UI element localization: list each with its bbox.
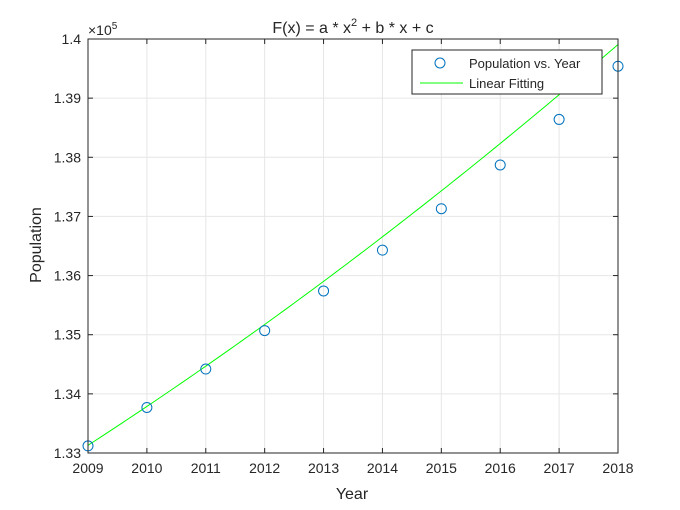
legend-label-population: Population vs. Year: [469, 56, 581, 71]
y-tick-label: 1.34: [54, 386, 81, 402]
x-tick-label: 2009: [72, 460, 103, 476]
data-point-2015: [435, 203, 447, 215]
fit-line: [87, 44, 619, 446]
y-tick-label: 1.39: [54, 90, 81, 106]
x-tick-label: 2012: [249, 460, 280, 476]
legend-marker-population: [434, 57, 446, 69]
y-tick-label: 1.37: [54, 208, 81, 224]
plot-frame: [87, 38, 619, 454]
x-tick-label: 2014: [367, 460, 398, 476]
x-tick-label: 2010: [131, 460, 162, 476]
legend-label-fit: Linear Fitting: [469, 76, 544, 91]
y-exponent-label: ×105: [88, 21, 118, 38]
data-point-2011: [200, 363, 212, 375]
legend: Population vs. Year Linear Fitting: [411, 49, 603, 95]
x-tick-label: 2017: [544, 460, 575, 476]
y-tick-label: 1.38: [54, 149, 81, 165]
data-point-2013: [318, 285, 330, 297]
data-point-2017: [553, 113, 565, 125]
data-point-2012: [259, 325, 271, 337]
x-tick-label: 2018: [602, 460, 633, 476]
plot-area: [88, 39, 618, 453]
y-axis-title: Population: [28, 207, 45, 283]
y-ticks: 1.33 1.34 1.35 1.36 1.37 1.38 1.39 1.4: [54, 31, 618, 461]
fit-layer: [87, 44, 619, 446]
x-ticks: 2009 2010 2011 2012 2013 2014 2015 2016 2017 2018: [72, 39, 634, 476]
x-tick-label: 2016: [485, 460, 516, 476]
chart-title: F(x) = a * x2 + b * x + c: [272, 17, 433, 37]
y-tick-label: 1.4: [62, 31, 82, 47]
x-tick-label: 2013: [308, 460, 339, 476]
data-point-2014: [376, 244, 388, 256]
x-axis-title: Year: [336, 486, 369, 503]
data-point-2010: [141, 401, 153, 413]
x-tick-label: 2015: [426, 460, 457, 476]
y-tick-label: 1.36: [54, 268, 81, 284]
legend-box: [411, 49, 603, 95]
y-tick-label: 1.33: [54, 445, 81, 461]
y-tick-label: 1.35: [54, 327, 81, 343]
x-tick-label: 2011: [191, 460, 221, 476]
data-point-2016: [494, 159, 506, 171]
